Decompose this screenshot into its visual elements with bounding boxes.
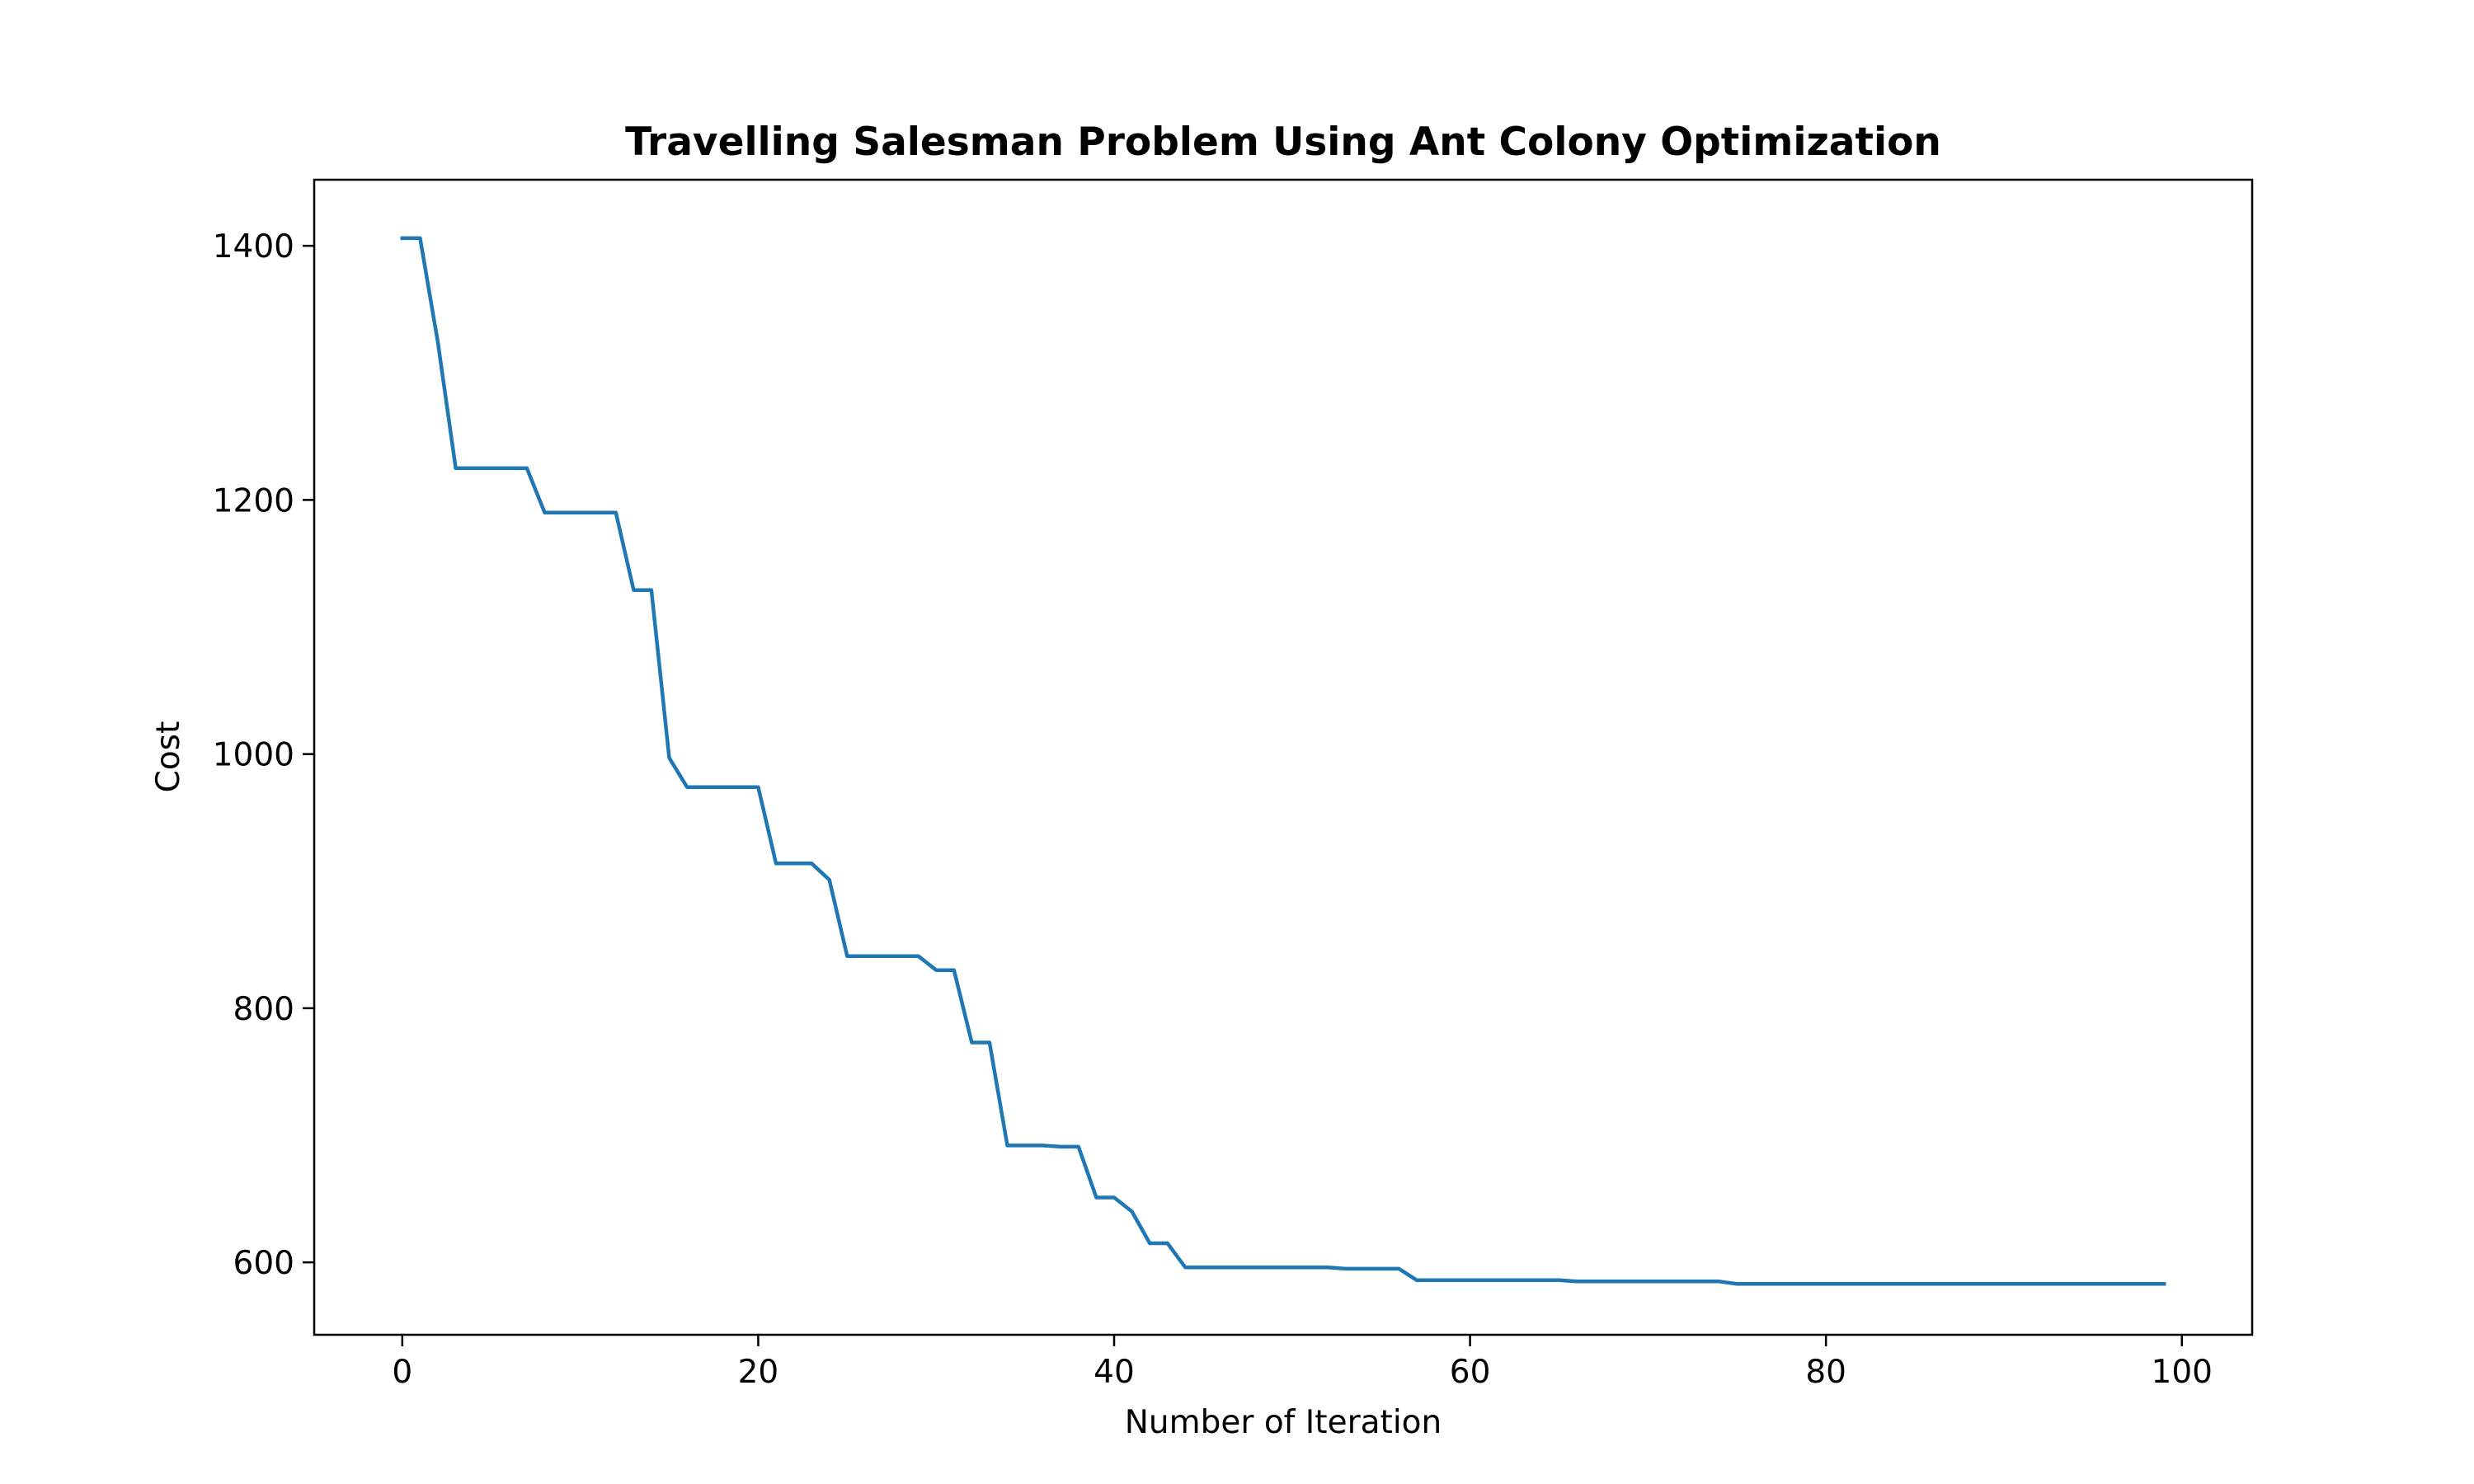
x-tick-label: 20 [738, 1354, 779, 1391]
x-tick-label: 0 [392, 1354, 412, 1391]
series-line-cost [400, 236, 2166, 1286]
y-tick-label: 800 [233, 991, 294, 1028]
x-tick-label: 100 [2152, 1354, 2213, 1391]
y-tick-label: 1400 [213, 228, 294, 265]
ticks-layer: 0 20 40 60 80 100 600 800 1000 1200 1400 [213, 228, 2213, 1391]
x-tick-label: 40 [1094, 1354, 1135, 1391]
x-tick-label: 80 [1805, 1354, 1846, 1391]
series-layer [400, 236, 2166, 1286]
plot-frame [313, 178, 2254, 1336]
x-axis-label: Number of Iteration [1125, 1404, 1442, 1441]
y-tick-label: 1200 [213, 482, 294, 519]
x-tick-label: 60 [1450, 1354, 1491, 1391]
chart-title: Travelling Salesman Problem Using Ant Co… [625, 120, 1941, 165]
y-tick-label: 600 [233, 1245, 294, 1282]
y-axis-label: Cost [150, 721, 187, 793]
y-tick-label: 1000 [213, 737, 294, 774]
